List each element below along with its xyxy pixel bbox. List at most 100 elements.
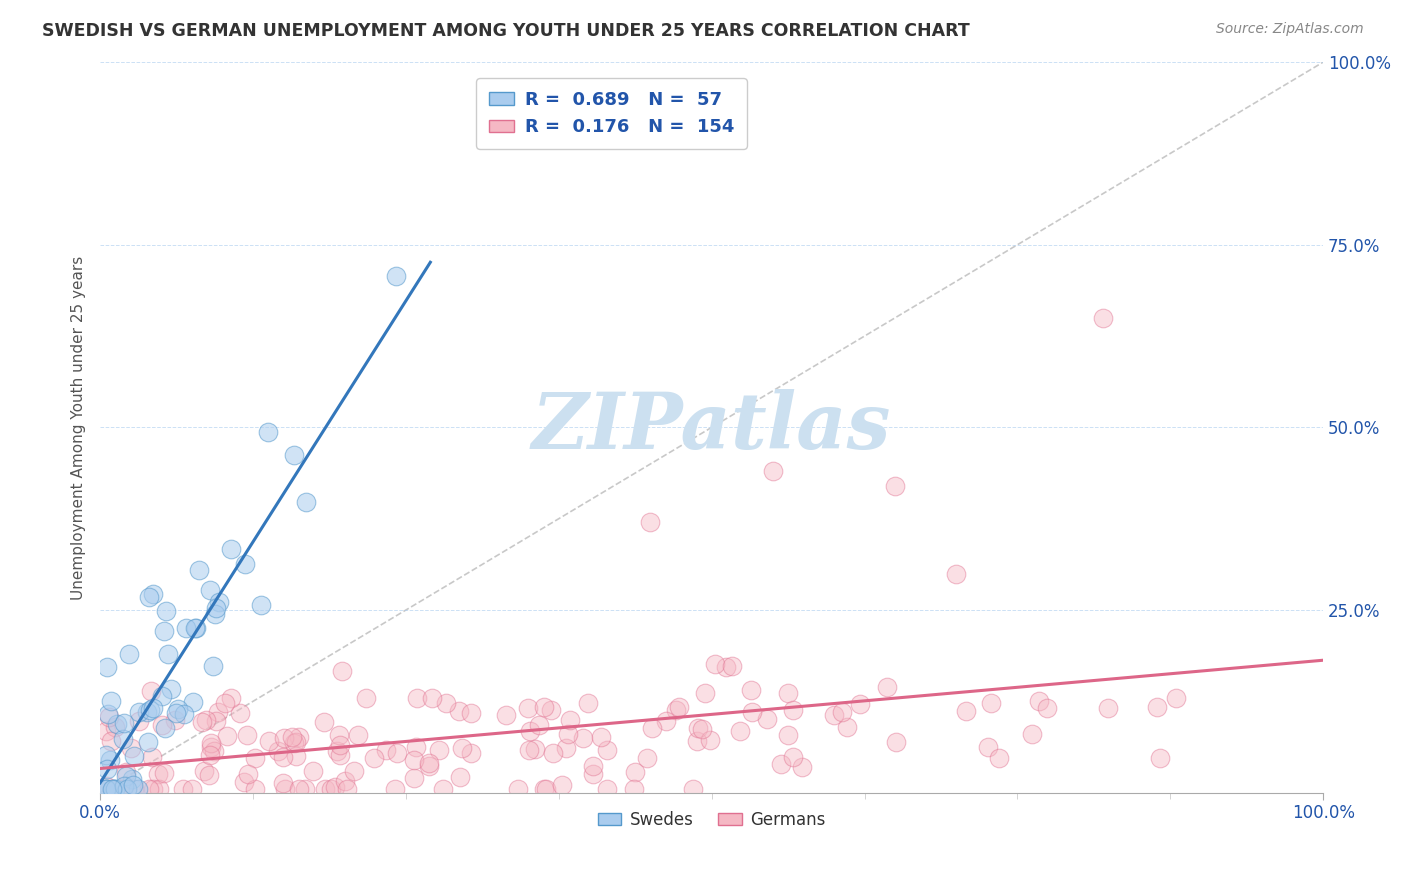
Point	[198, 582, 221, 597]
Point	[343, 764, 366, 779]
Point	[115, 782, 138, 797]
Point	[589, 730, 612, 744]
Point	[741, 706, 763, 720]
Point	[769, 756, 792, 771]
Point	[460, 746, 482, 760]
Point	[165, 713, 187, 727]
Point	[527, 718, 550, 732]
Point	[120, 741, 142, 756]
Point	[229, 706, 252, 720]
Point	[699, 732, 721, 747]
Point	[294, 782, 316, 797]
Point	[191, 715, 214, 730]
Point	[232, 775, 254, 789]
Point	[96, 747, 118, 762]
Point	[623, 782, 645, 797]
Point	[756, 712, 779, 726]
Point	[682, 782, 704, 797]
Point	[167, 702, 190, 716]
Point	[214, 696, 236, 710]
Point	[96, 723, 118, 738]
Y-axis label: Unemployment Among Youth under 25 years: Unemployment Among Youth under 25 years	[72, 255, 86, 599]
Point	[335, 774, 357, 789]
Point	[721, 658, 744, 673]
Point	[686, 734, 709, 748]
Point	[112, 782, 135, 797]
Point	[387, 746, 409, 760]
Point	[236, 728, 259, 742]
Point	[215, 729, 238, 743]
Point	[540, 703, 562, 717]
Point	[1149, 751, 1171, 765]
Point	[329, 738, 352, 752]
Point	[690, 722, 713, 736]
Point	[121, 772, 143, 786]
Point	[153, 766, 176, 780]
Point	[451, 741, 474, 756]
Point	[533, 782, 555, 797]
Point	[427, 743, 450, 757]
Point	[655, 714, 678, 729]
Point	[114, 765, 136, 780]
Point	[384, 269, 406, 284]
Point	[97, 710, 120, 724]
Point	[884, 479, 907, 493]
Point	[1028, 694, 1050, 708]
Point	[449, 770, 471, 784]
Point	[138, 703, 160, 717]
Point	[555, 740, 578, 755]
Point	[257, 733, 280, 747]
Point	[1146, 699, 1168, 714]
Point	[328, 728, 350, 742]
Point	[150, 690, 173, 704]
Point	[257, 425, 280, 440]
Point	[245, 782, 267, 797]
Point	[576, 696, 599, 710]
Point	[205, 714, 228, 728]
Point	[782, 750, 804, 764]
Point	[273, 782, 295, 797]
Point	[207, 705, 229, 719]
Point	[728, 723, 751, 738]
Point	[153, 624, 176, 639]
Legend: Swedes, Germans: Swedes, Germans	[591, 804, 832, 836]
Point	[460, 706, 482, 721]
Point	[323, 780, 346, 794]
Point	[159, 682, 181, 697]
Point	[250, 598, 273, 612]
Point	[285, 748, 308, 763]
Point	[172, 782, 194, 797]
Point	[336, 782, 359, 797]
Point	[128, 714, 150, 728]
Point	[329, 747, 352, 762]
Point	[283, 736, 305, 750]
Point	[354, 691, 377, 706]
Point	[127, 782, 149, 797]
Point	[432, 782, 454, 797]
Point	[572, 731, 595, 745]
Point	[945, 566, 967, 581]
Point	[762, 464, 785, 478]
Point	[205, 601, 228, 615]
Point	[326, 744, 349, 758]
Point	[267, 744, 290, 758]
Point	[449, 704, 471, 718]
Point	[155, 604, 177, 618]
Point	[96, 762, 118, 776]
Point	[104, 782, 127, 797]
Point	[596, 743, 619, 757]
Point	[302, 764, 325, 778]
Point	[146, 767, 169, 781]
Point	[695, 686, 717, 700]
Point	[141, 749, 163, 764]
Point	[105, 716, 128, 731]
Point	[668, 700, 690, 714]
Point	[404, 753, 426, 767]
Point	[778, 686, 800, 700]
Point	[202, 744, 225, 758]
Point	[238, 767, 260, 781]
Point	[122, 748, 145, 763]
Point	[181, 782, 204, 797]
Point	[533, 700, 555, 714]
Point	[1021, 727, 1043, 741]
